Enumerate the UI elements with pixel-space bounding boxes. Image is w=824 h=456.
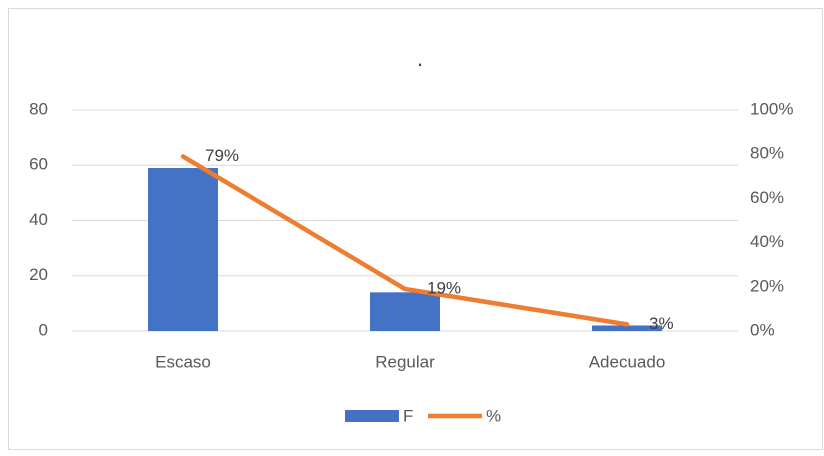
x-tick-label: Regular — [375, 352, 435, 371]
y2-tick-label: 60% — [750, 188, 784, 207]
y2-tick-label: 20% — [750, 276, 784, 295]
legend-label: % — [486, 406, 501, 425]
legend-label: F — [403, 406, 413, 425]
x-tick-label: Adecuado — [589, 352, 666, 371]
bar — [592, 325, 662, 331]
y2-tick-label: 80% — [750, 144, 784, 163]
data-label: 79% — [205, 146, 239, 165]
y2-tick-label: 100% — [750, 99, 793, 118]
legend-swatch — [345, 410, 399, 422]
data-label: 3% — [649, 314, 674, 333]
y-tick-label: 20 — [29, 265, 48, 284]
y-tick-label: 60 — [29, 155, 48, 174]
y2-tick-label: 40% — [750, 232, 784, 251]
bar — [148, 168, 218, 331]
y-tick-label: 80 — [29, 99, 48, 118]
y-tick-label: 0 — [39, 320, 48, 339]
chart-title: . — [417, 46, 423, 71]
chart-frame — [8, 8, 823, 450]
line — [180, 154, 630, 327]
y2-tick-label: 0% — [750, 320, 775, 339]
x-tick-label: Escaso — [155, 352, 211, 371]
y-tick-label: 40 — [29, 210, 48, 229]
data-label: 19% — [427, 278, 461, 297]
bar — [370, 292, 440, 331]
